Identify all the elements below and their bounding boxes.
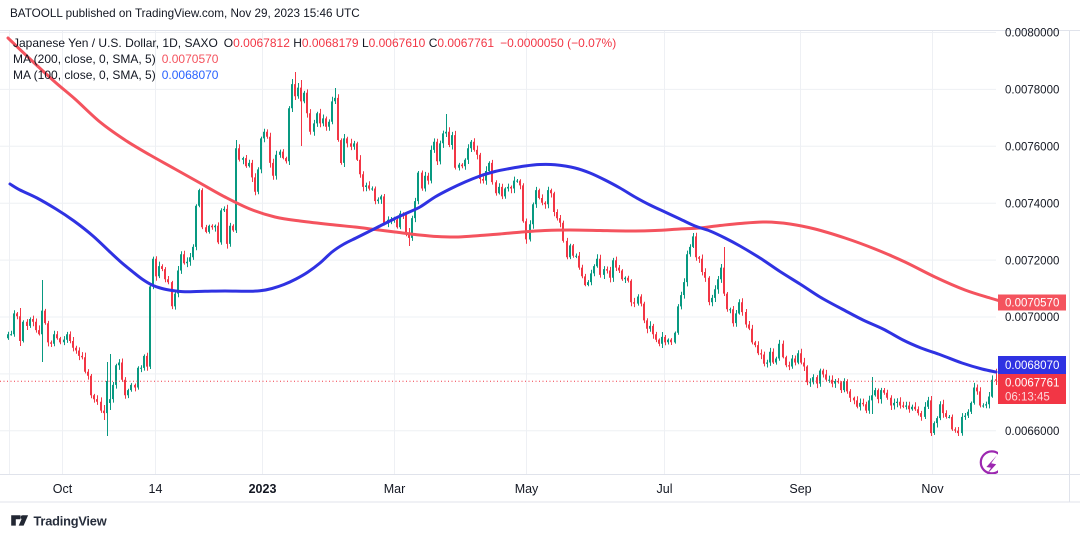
svg-text:14: 14 <box>149 482 163 496</box>
svg-text:0.0076000: 0.0076000 <box>1005 142 1059 154</box>
svg-text:0.0072000: 0.0072000 <box>1005 255 1059 267</box>
svg-text:06:13:45: 06:13:45 <box>1005 391 1050 403</box>
svg-text:TradingView: TradingView <box>34 513 107 528</box>
svg-text:May: May <box>515 482 539 496</box>
svg-text:0.0074000: 0.0074000 <box>1005 198 1059 210</box>
svg-text:0.0067761: 0.0067761 <box>1005 377 1059 389</box>
svg-text:Sep: Sep <box>789 482 811 496</box>
svg-text:Jul: Jul <box>657 482 673 496</box>
svg-text:0.0070570: 0.0070570 <box>1005 298 1059 310</box>
svg-text:2023: 2023 <box>249 482 277 496</box>
svg-text:Nov: Nov <box>921 482 944 496</box>
svg-text:0.0078000: 0.0078000 <box>1005 85 1059 97</box>
svg-text:0.0068070: 0.0068070 <box>1005 360 1059 372</box>
svg-text:0.0066000: 0.0066000 <box>1005 426 1059 438</box>
svg-text:Oct: Oct <box>53 482 73 496</box>
svg-text:0.0070000: 0.0070000 <box>1005 312 1059 324</box>
svg-text:0.0080000: 0.0080000 <box>1005 28 1059 40</box>
svg-text:Mar: Mar <box>384 482 406 496</box>
